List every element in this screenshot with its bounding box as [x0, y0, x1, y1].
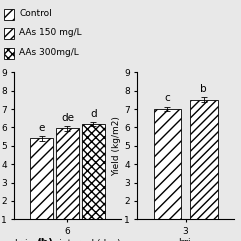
Text: AAs 150 mg/L: AAs 150 mg/L — [19, 28, 82, 38]
Text: Control: Control — [19, 9, 52, 18]
Text: e: e — [38, 123, 45, 133]
Bar — [56, 128, 79, 238]
FancyBboxPatch shape — [4, 9, 14, 20]
Text: AAs 300mg/L: AAs 300mg/L — [19, 48, 79, 57]
X-axis label: Irrigation interval (day): Irrigation interval (day) — [15, 239, 120, 241]
Text: c: c — [165, 93, 170, 103]
Y-axis label: Yield (kg/m2): Yield (kg/m2) — [112, 116, 121, 176]
Bar — [82, 124, 105, 238]
Bar — [30, 138, 53, 238]
Bar — [190, 100, 218, 238]
Bar — [154, 109, 181, 238]
Text: de: de — [61, 113, 74, 123]
FancyBboxPatch shape — [4, 28, 14, 40]
FancyBboxPatch shape — [4, 48, 14, 59]
Text: d: d — [90, 109, 97, 119]
Text: Irri-: Irri- — [178, 238, 194, 241]
Text: (b): (b) — [36, 238, 53, 241]
Text: b: b — [201, 84, 207, 94]
